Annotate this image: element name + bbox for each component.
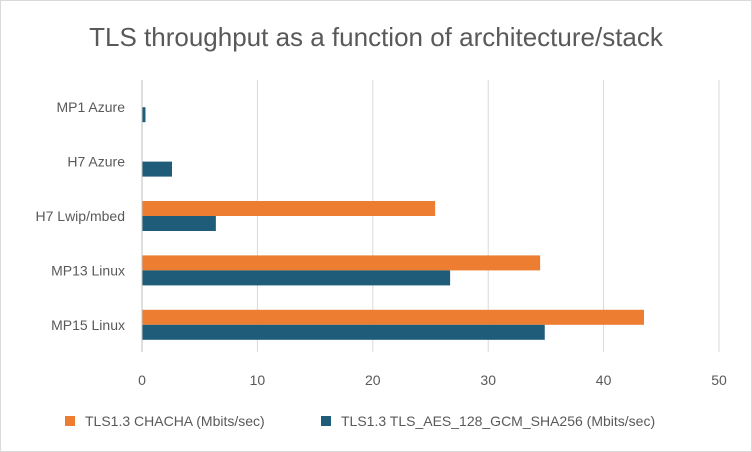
axes: 0 10 20 30 40 50 MP15 Linux MP13 Linux H7 Lwip/m…	[36, 80, 727, 388]
legend: TLS1.3 CHACHA (Mbits/sec) TLS1.3 TLS_AES_…	[65, 413, 655, 429]
legend-label-series-1: TLS1.3 CHACHA (Mbits/sec)	[85, 413, 265, 429]
x-tick-label: 10	[250, 372, 266, 388]
x-tick-label: 20	[365, 372, 381, 388]
bar-mp13-linux-series-1	[142, 255, 541, 271]
legend-swatch-series-2	[321, 416, 331, 426]
x-tick-label: 0	[138, 372, 146, 388]
bar-mp15-linux-series-1	[142, 309, 644, 325]
bar-mp13-linux-series-2	[142, 270, 451, 286]
legend-label-series-2: TLS1.3 TLS_AES_128_GCM_SHA256 (Mbits/sec…	[341, 413, 655, 429]
bar-mp15-linux-series-2	[142, 324, 545, 340]
y-tick-label: H7 Azure	[67, 154, 125, 170]
y-tick-label: MP15 Linux	[51, 317, 125, 333]
bar-h7-lwip-mbed-series-2	[142, 216, 216, 231]
y-tick-label: MP13 Linux	[51, 262, 125, 278]
x-tick-label: 50	[711, 372, 727, 388]
legend-swatch-series-1	[65, 416, 75, 426]
bar-h7-azure-series-2	[142, 161, 173, 177]
y-tick-label: MP1 Azure	[57, 99, 126, 115]
x-tick-label: 40	[596, 372, 612, 388]
chart-title: TLS throughput as a function of architec…	[89, 22, 664, 52]
bar-mp1-azure-series-2	[142, 107, 146, 123]
gridlines	[256, 80, 720, 352]
y-tick-label: H7 Lwip/mbed	[36, 208, 126, 224]
bars	[142, 107, 644, 340]
bar-h7-lwip-mbed-series-1	[142, 201, 436, 216]
x-tick-label: 30	[480, 372, 496, 388]
